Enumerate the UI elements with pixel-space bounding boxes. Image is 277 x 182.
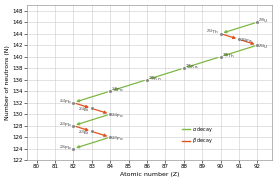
- Text: $^{234}$Pa: $^{234}$Pa: [240, 36, 253, 46]
- Text: $^{210}$Po: $^{210}$Po: [111, 134, 124, 144]
- Text: $^{238}$U: $^{238}$U: [258, 17, 269, 26]
- Text: $^{210}$Pb: $^{210}$Pb: [59, 120, 72, 130]
- Text: $^{214}$Po: $^{214}$Po: [111, 111, 124, 120]
- X-axis label: Atomic number (Z): Atomic number (Z): [120, 172, 179, 177]
- Y-axis label: Number of neutrons (N): Number of neutrons (N): [5, 45, 10, 120]
- Text: $^{218}$Po: $^{218}$Po: [111, 86, 124, 95]
- Text: $^{222}$Rn: $^{222}$Rn: [148, 74, 161, 84]
- Legend: $\alpha$ decay, $\beta$ decay: $\alpha$ decay, $\beta$ decay: [181, 125, 214, 145]
- Text: $^{214}$Pb: $^{214}$Pb: [59, 97, 72, 107]
- Text: $^{210}$Bi: $^{210}$Bi: [78, 128, 90, 138]
- Text: $^{234}$U: $^{234}$U: [258, 42, 269, 52]
- Text: $^{214}$Bi: $^{214}$Bi: [78, 106, 90, 115]
- Text: $^{206}$Pb: $^{206}$Pb: [59, 143, 72, 153]
- Text: $^{230}$Th: $^{230}$Th: [222, 51, 235, 61]
- Text: $^{234}$Th: $^{234}$Th: [206, 28, 219, 37]
- Text: $^{226}$Ra: $^{226}$Ra: [185, 63, 198, 72]
